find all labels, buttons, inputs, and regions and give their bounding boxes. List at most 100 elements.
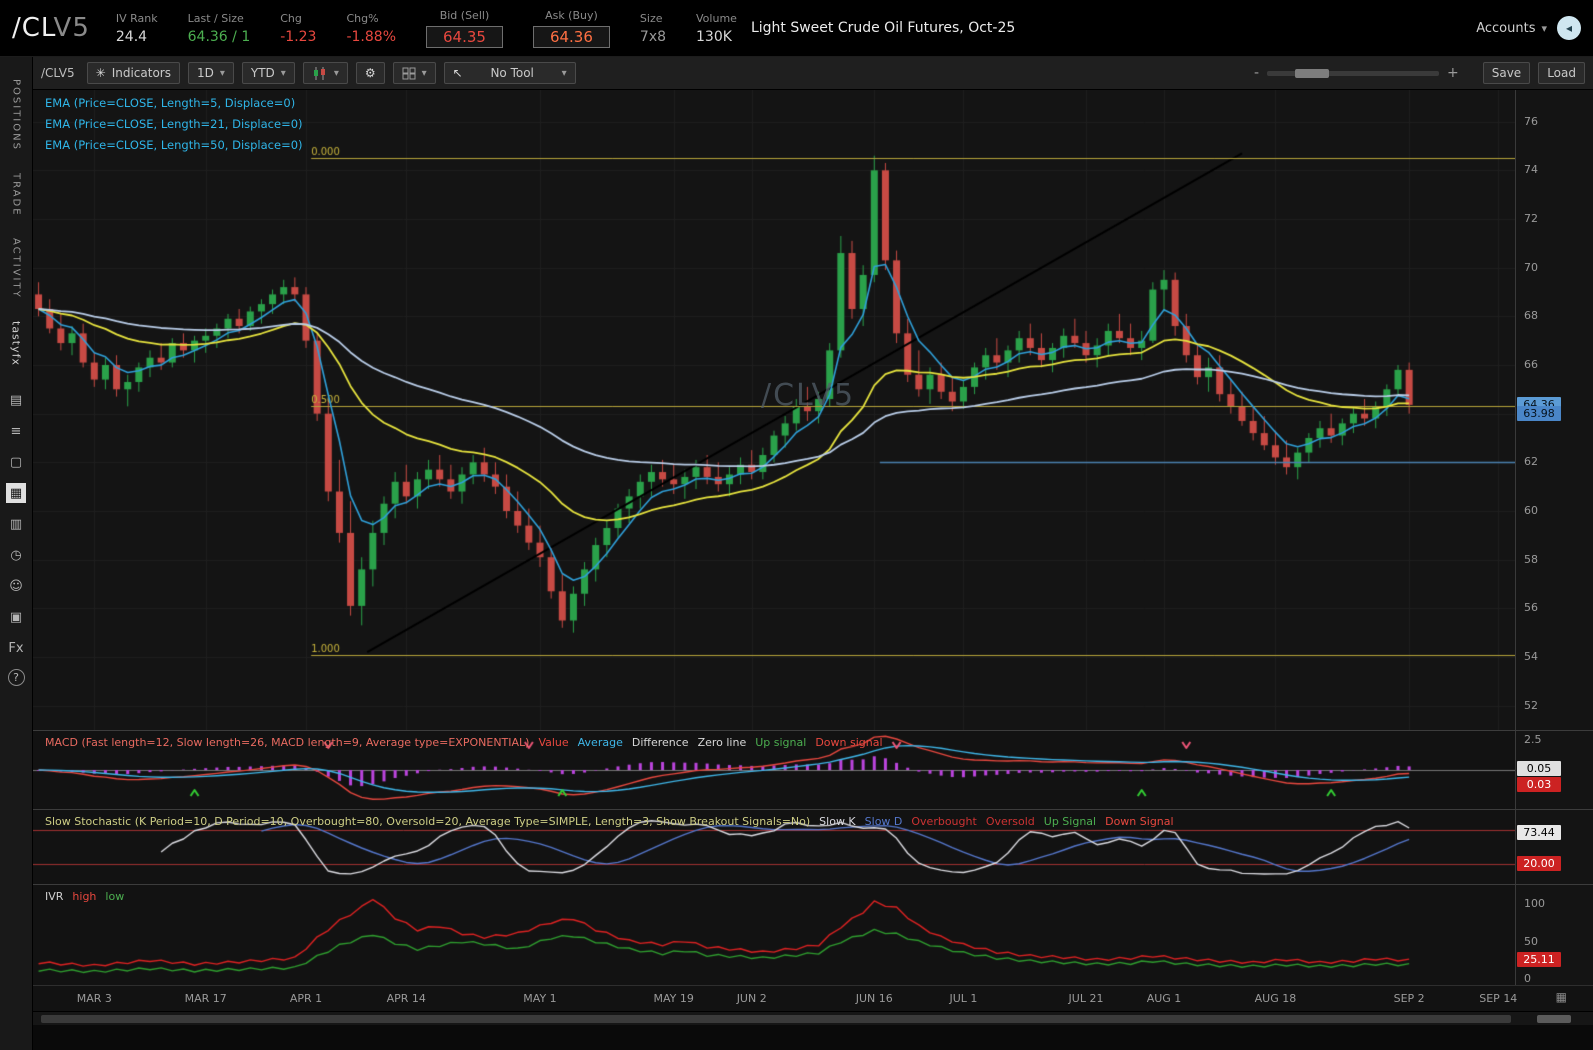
quote-stat-iv-rank: IV Rank 24.4: [116, 12, 158, 45]
quote-stat-chg: Chg% -1.88%: [346, 12, 396, 45]
load-button[interactable]: Load: [1538, 62, 1585, 84]
quote-stats: IV Rank 24.4 Last / Size 64.36 / 1 Chg -1.23 C…: [116, 9, 737, 48]
time-axis-label: AUG 18: [1254, 992, 1297, 1005]
macd-legend-item-1[interactable]: Value: [538, 736, 569, 749]
ivr-axis[interactable]: 100 50 0 25.11: [1515, 885, 1593, 985]
stat-label: IV Rank: [115, 11, 158, 25]
zoom-in-button[interactable]: +: [1447, 65, 1459, 81]
quote-stat-bid-sell: Bid (Sell) 64.35: [426, 9, 503, 48]
stat-label: Chg: [280, 11, 302, 25]
scrollbar-thumb[interactable]: [41, 1015, 1511, 1023]
stoch-legend-item-0[interactable]: Slow Stochastic (K Period=10, D Period=1…: [45, 815, 811, 828]
chevron-down-icon: ▾: [280, 67, 286, 79]
stochastic-legend: Slow Stochastic (K Period=10, D Period=1…: [45, 815, 1174, 828]
indicators-button[interactable]: ✳ Indicators: [86, 62, 180, 84]
sidebar-tab-trade[interactable]: TRADE: [10, 172, 22, 217]
save-button[interactable]: Save: [1482, 62, 1531, 84]
macd-legend-item-2[interactable]: Average: [577, 736, 623, 749]
trade-page-icon[interactable]: ▢: [9, 454, 23, 470]
time-axis-label: JUN 16: [855, 992, 893, 1005]
macd-axis[interactable]: 2.5 0.05 0.03: [1515, 731, 1593, 809]
ema-legend-line-3[interactable]: EMA (Price=CLOSE, Length=50, Displace=0): [45, 138, 303, 152]
scrollbar-grip[interactable]: [1537, 1015, 1571, 1023]
stoch-legend-item-5[interactable]: Up Signal: [1043, 815, 1097, 828]
sidebar-tab-activity[interactable]: ACTIVITY: [10, 238, 22, 300]
time-axis-label: MAR 17: [184, 992, 227, 1005]
news-icon[interactable]: ▤: [9, 392, 23, 408]
time-axis-label: JUN 2: [736, 992, 767, 1005]
price-chart-canvas[interactable]: [33, 90, 1515, 730]
macd-legend-item-6[interactable]: Down signal: [815, 736, 883, 749]
accounts-button[interactable]: Accounts ▾: [1476, 21, 1547, 36]
macd-value-bubble-2: 0.03: [1517, 777, 1561, 793]
range-dropdown[interactable]: YTD ▾: [241, 62, 295, 84]
ivr-legend-item-0[interactable]: IVR: [45, 890, 64, 903]
watchlist-icon[interactable]: ≡: [10, 423, 22, 439]
layout-dropdown[interactable]: ▾: [392, 62, 436, 84]
stoch-legend-item-2[interactable]: Slow D: [864, 815, 903, 828]
collapse-panel-button[interactable]: ◂: [1557, 16, 1581, 40]
ivr-panel: IVR high low 100 50 0 25.11: [33, 884, 1593, 985]
time-axis-label: MAY 19: [653, 992, 694, 1005]
sidebar-tab-tastyfx[interactable]: tastyfx: [9, 321, 23, 367]
stoch-legend-item-3[interactable]: Overbought: [911, 815, 977, 828]
ivr-canvas[interactable]: [33, 885, 1515, 985]
ema-legend-line-1[interactable]: EMA (Price=CLOSE, Length=5, Displace=0): [45, 96, 296, 110]
drawing-tool-dropdown[interactable]: ↖ No Tool ▾: [443, 62, 576, 84]
macd-legend-item-0[interactable]: MACD (Fast length=12, Slow length=26, MA…: [45, 736, 530, 749]
help-icon[interactable]: ?: [7, 669, 25, 687]
sidebar-tab-positions[interactable]: POSITIONS: [10, 79, 22, 151]
forex-icon[interactable]: Fx: [8, 640, 24, 656]
sidebar-tabs: POSITIONS TRADE ACTIVITY tastyfx: [10, 57, 23, 366]
ivr-legend-item-2[interactable]: low: [105, 890, 125, 903]
ivr-axis-label: 100: [1524, 897, 1545, 911]
stochastic-axis[interactable]: 73.44 20.00: [1515, 810, 1593, 884]
time-axis-label: AUG 1: [1146, 992, 1182, 1005]
calendar-icon[interactable]: ▣: [9, 609, 23, 625]
community-icon[interactable]: ☺: [9, 578, 23, 594]
price-axis-label: 54: [1524, 649, 1538, 663]
timeframe-dropdown[interactable]: 1D ▾: [187, 62, 234, 84]
macd-canvas[interactable]: [33, 731, 1515, 809]
quote-stat-size: Size 7x8: [640, 12, 666, 45]
stat-label: Last / Size: [187, 11, 244, 25]
stoch-legend-item-1[interactable]: Slow K: [819, 815, 856, 828]
zoom-slider-handle[interactable]: [1295, 68, 1329, 78]
chevron-down-icon: ▾: [1541, 21, 1547, 35]
stat-label: Bid (Sell): [439, 8, 490, 22]
calendar-corner-icon[interactable]: ▦: [1555, 990, 1567, 1004]
stat-label: Size: [639, 11, 663, 25]
time-axis[interactable]: ▦ MAR 3 MAR 17 APR 1 APR 14 MAY 1 MAY 19 JUN 2…: [33, 985, 1593, 1011]
zoom-slider[interactable]: [1267, 68, 1439, 78]
price-axis-label: 76: [1524, 114, 1538, 128]
macd-legend-item-3[interactable]: Difference: [631, 736, 689, 749]
main-area: POSITIONS TRADE ACTIVITY tastyfx ▤ ≡ ▢ ▦ ▥ ◷ ☺ ▣ Fx…: [0, 57, 1593, 1050]
chart-scrollbar[interactable]: [33, 1011, 1593, 1025]
price-axis-label: 62: [1524, 455, 1538, 469]
stochastic-canvas[interactable]: [33, 810, 1515, 884]
stoch-legend-item-4[interactable]: Oversold: [985, 815, 1035, 828]
dashboard-grid-icon[interactable]: ▥: [9, 516, 23, 532]
history-clock-icon[interactable]: ◷: [10, 547, 22, 563]
macd-legend-item-4[interactable]: Zero line: [697, 736, 747, 749]
chevron-down-icon: ▾: [421, 67, 427, 79]
range-value: YTD: [250, 66, 275, 80]
chart-workspace: /CLV5 ✳ Indicators 1D ▾ YTD ▾ ▾: [33, 57, 1593, 1050]
macd-legend-item-5[interactable]: Up signal: [755, 736, 807, 749]
stoch-legend-item-6[interactable]: Down Signal: [1105, 815, 1174, 828]
chart-type-dropdown[interactable]: ▾: [302, 62, 348, 84]
left-sidebar: POSITIONS TRADE ACTIVITY tastyfx ▤ ≡ ▢ ▦ ▥ ◷ ☺ ▣ Fx…: [0, 57, 33, 1050]
quote-stat-volume: Volume 130K: [696, 12, 737, 45]
chart-settings-button[interactable]: ⚙: [355, 62, 385, 84]
macd-legend: MACD (Fast length=12, Slow length=26, MA…: [45, 736, 883, 749]
ema-legend-line-2[interactable]: EMA (Price=CLOSE, Length=21, Displace=0): [45, 117, 303, 131]
chevron-down-icon: ▾: [561, 67, 567, 79]
timeframe-value: 1D: [196, 66, 214, 80]
stat-value: 24.4: [115, 28, 148, 45]
price-axis-label: 68: [1524, 309, 1538, 323]
chart-toolbar: /CLV5 ✳ Indicators 1D ▾ YTD ▾ ▾: [33, 57, 1593, 90]
ivr-legend-item-1[interactable]: high: [72, 890, 97, 903]
zoom-out-button[interactable]: -: [1253, 65, 1259, 81]
charts-icon[interactable]: ▦: [6, 483, 26, 504]
